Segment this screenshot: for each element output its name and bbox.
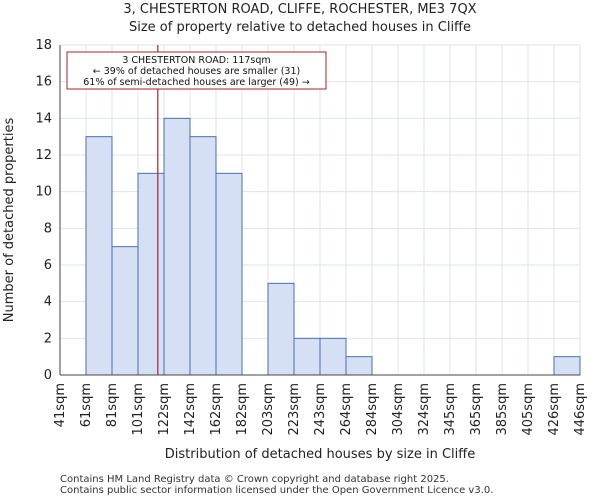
histogram-bar [215,172,243,376]
x-tick-label: 405sqm [521,383,536,436]
y-tick-label: 6 [44,258,52,273]
x-tick-label: 243sqm [313,383,328,436]
y-tick-label: 14 [35,111,52,126]
histogram-bar [293,337,321,376]
annotation-text: 3 CHESTERTON ROAD: 117sqm [122,55,270,66]
annotation-text: 61% of semi-detached houses are larger (… [83,77,310,88]
x-tick-label: 426sqm [547,383,562,436]
x-tick-label: 203sqm [261,383,276,436]
histogram-bar [189,136,217,376]
x-tick-label: 182sqm [235,383,250,436]
histogram-bar [111,246,139,376]
x-tick-label: 142sqm [183,383,198,436]
histogram-bar [85,136,113,376]
y-tick-label: 16 [35,75,52,90]
histogram-bar [345,356,373,376]
chart-title: 3, CHESTERTON ROAD, CLIFFE, ROCHESTER, M… [123,2,477,17]
y-tick-label: 18 [35,38,52,53]
y-tick-label: 2 [44,331,52,346]
x-tick-label: 304sqm [391,383,406,436]
y-tick-label: 0 [44,368,52,383]
x-tick-label: 81sqm [105,383,120,427]
x-tick-label: 324sqm [417,383,432,436]
x-tick-label: 385sqm [495,383,510,436]
x-tick-label: 446sqm [573,383,588,436]
x-tick-label: 41sqm [53,383,68,427]
x-tick-label: 365sqm [469,383,484,436]
annotation-box [66,51,327,90]
x-tick-label: 61sqm [79,383,94,427]
y-tick-label: 8 [44,221,52,236]
y-tick-label: 4 [44,295,52,310]
histogram-bar [267,282,295,376]
histogram-bar [137,172,165,376]
x-tick-label: 223sqm [287,383,302,436]
x-tick-label: 162sqm [209,383,224,436]
x-tick-label: 345sqm [443,383,458,436]
histogram-bar [319,337,347,376]
y-tick-label: 12 [35,148,52,163]
chart-subtitle: Size of property relative to detached ho… [128,20,472,35]
x-tick-label: 101sqm [131,383,146,436]
x-axis-label: Distribution of detached houses by size … [165,447,475,462]
histogram-bar [163,117,191,376]
footer-copyright: Contains HM Land Registry data © Crown c… [60,474,449,485]
y-axis-label: Number of detached properties [2,118,17,323]
y-tick-label: 10 [35,185,52,200]
histogram-bar [553,356,581,376]
annotation-text: ← 39% of detached houses are smaller (31… [93,66,300,77]
x-tick-label: 284sqm [365,383,380,436]
x-tick-label: 264sqm [339,383,354,436]
x-tick-label: 122sqm [157,383,172,436]
footer-licence: Contains public sector information licen… [60,485,494,496]
